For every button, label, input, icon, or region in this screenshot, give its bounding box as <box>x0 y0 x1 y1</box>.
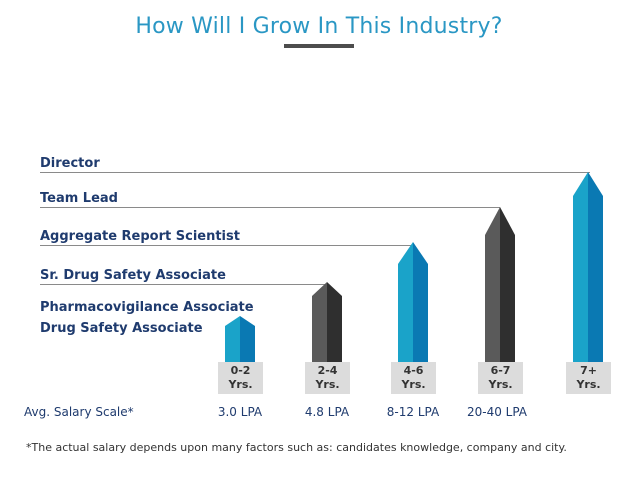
growth-bar-4-6 <box>398 242 428 362</box>
level-label-pharmacovigilance-associate: Pharmacovigilance Associate <box>40 300 254 315</box>
level-label-drug-safety-associate: Drug Safety Associate <box>40 321 203 336</box>
salary-value-4-6: 8-12 LPA <box>386 405 440 419</box>
growth-bar-6-7 <box>485 207 515 362</box>
level-label-aggregate-report-scientist: Aggregate Report Scientist <box>40 229 240 244</box>
level-label-director: Director <box>40 156 100 171</box>
year-range: 2-4 <box>317 364 338 377</box>
guide-line-aggregate-report-scientist <box>40 245 413 246</box>
year-range: 6-7 <box>490 364 511 377</box>
year-range: 7+ <box>580 364 597 377</box>
year-box-4-6: 4-6 Yrs. <box>391 362 436 394</box>
year-range: 4-6 <box>403 364 424 377</box>
growth-bar-2-4 <box>312 282 342 362</box>
year-box-6-7: 6-7 Yrs. <box>478 362 523 394</box>
salary-scale-label: Avg. Salary Scale* <box>24 405 134 419</box>
growth-bar-7-plus <box>573 172 603 362</box>
level-label-team-lead: Team Lead <box>40 191 118 206</box>
year-box-7-plus: 7+ Yrs. <box>566 362 611 394</box>
salary-value-0-2: 3.0 LPA <box>217 405 263 419</box>
year-box-2-4: 2-4 Yrs. <box>305 362 350 394</box>
year-unit: Yrs. <box>576 378 601 391</box>
level-label-sr-drug-safety-associate: Sr. Drug Safety Associate <box>40 268 226 283</box>
page-title: How Will I Grow In This Industry? <box>135 14 503 39</box>
guide-line-sr-drug-safety-associate <box>40 284 325 285</box>
salary-value-2-4: 4.8 LPA <box>304 405 350 419</box>
year-unit: Yrs. <box>228 378 253 391</box>
guide-line-team-lead <box>40 207 500 208</box>
guide-line-director <box>40 172 590 173</box>
year-unit: Yrs. <box>401 378 426 391</box>
salary-value-6-7: 20-40 LPA <box>466 405 528 419</box>
footnote: *The actual salary depends upon many fac… <box>26 441 567 454</box>
growth-bar-0-2 <box>225 316 255 362</box>
year-unit: Yrs. <box>488 378 513 391</box>
year-unit: Yrs. <box>315 378 340 391</box>
year-range: 0-2 <box>230 364 251 377</box>
title-underline <box>284 44 354 48</box>
year-box-0-2: 0-2 Yrs. <box>218 362 263 394</box>
